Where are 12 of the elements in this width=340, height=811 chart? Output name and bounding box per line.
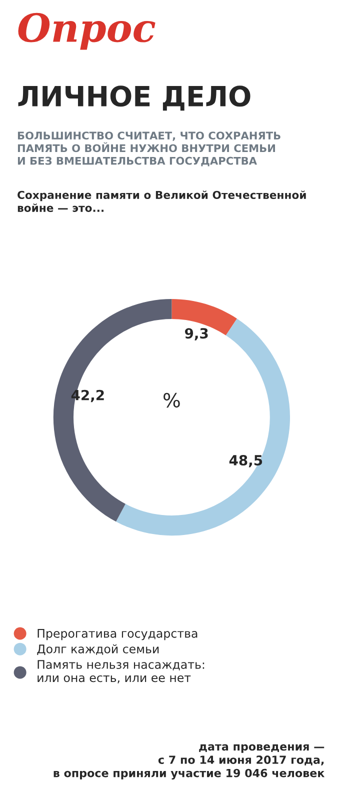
text: % bbox=[164, 392, 180, 408]
chart-title: ЛИЧНОЕ ДЕЛО bbox=[18, 86, 250, 111]
data-label: 9,3 bbox=[184, 328, 208, 340]
legend-label: Прерогатива государства bbox=[38, 629, 198, 640]
text: Сохранение памяти о Великой Отечественной войне — это... bbox=[18, 190, 306, 212]
chart-subtitle: БОЛЬШИНСТВО СЧИТАЕТ, ЧТО СОХРАНЯТЬ ПАМЯТЬ О ВОЙНЕ НУЖНО ВНУТРИ СЕМЬИ И БЕЗ ВМЕШАТЕЛЬСТВА ГОСУДАРСТВА bbox=[18, 132, 280, 166]
legend-label: Долг каждой семьи bbox=[37, 644, 159, 656]
text: Опрос bbox=[18, 12, 156, 50]
legend-label: Память нельзя насаждать: или она есть, или ее нет bbox=[38, 660, 204, 684]
text: дата проведения — с 7 по 14 июня 2017 года, в опросе приняли участие 19 046 человек bbox=[54, 744, 325, 780]
donut-slice bbox=[116, 318, 290, 536]
data-label: 48,5 bbox=[229, 454, 262, 468]
